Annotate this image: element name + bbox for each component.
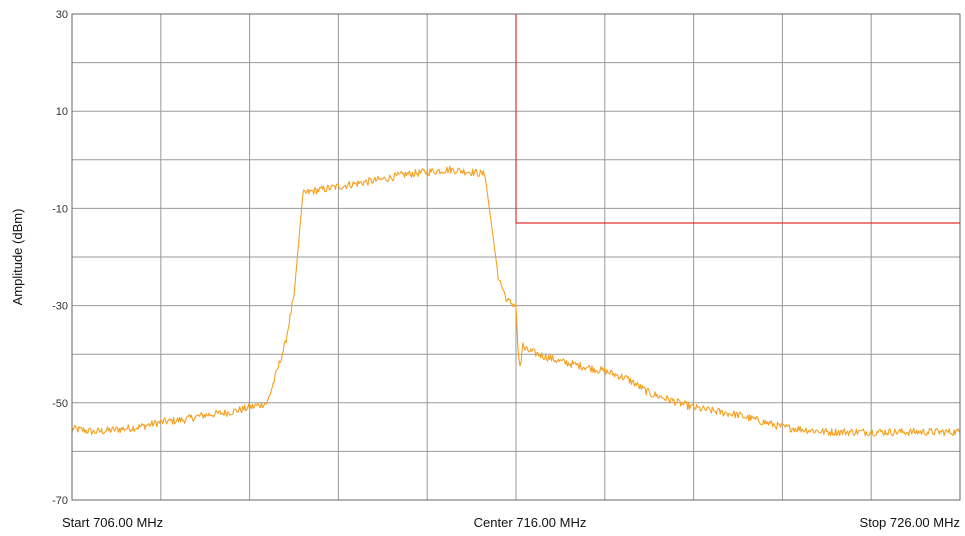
x-center-label: Center 716.00 MHz: [474, 515, 587, 530]
limit-line-group: [515, 14, 960, 224]
x-stop-label: Stop 726.00 MHz: [860, 515, 960, 530]
y-tick-label: -30: [52, 301, 68, 313]
y-tick-label: 30: [56, 9, 68, 21]
trace-series: [71, 165, 961, 437]
x-start-label: Start 706.00 MHz: [62, 515, 163, 530]
plot-frame: [71, 13, 961, 501]
limit-line: [515, 14, 960, 224]
y-axis-title: Amplitude (dBm): [10, 209, 25, 306]
y-tick-label: -10: [52, 203, 68, 215]
y-tick-label: 10: [56, 106, 68, 118]
y-tick-labels: 30 10 -10 -30 -50 -70: [52, 9, 68, 507]
y-tick-label: -50: [52, 398, 68, 410]
trace-line: [71, 165, 961, 437]
y-tick-label: -70: [52, 495, 68, 507]
